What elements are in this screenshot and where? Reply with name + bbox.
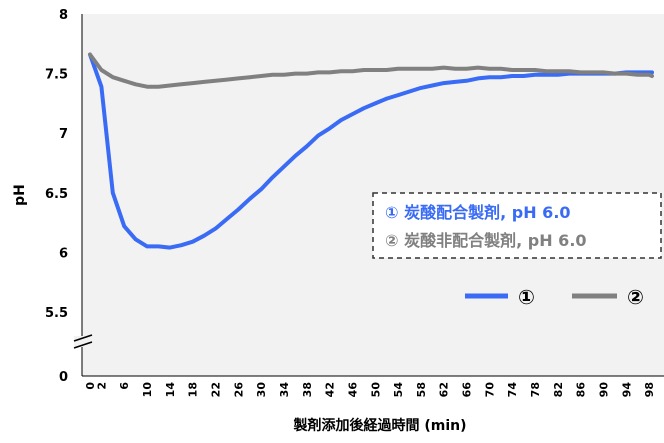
x-tick-label: 0 [84,382,97,390]
x-tick-label: 74 [506,382,519,398]
legend-label-1: ① [518,285,535,309]
annotation-box: ① 炭酸配合製剤, pH 6.0 ② 炭酸非配合製剤, pH 6.0 [372,192,662,259]
x-tick-label: 82 [552,382,565,397]
x-tick-label: 94 [620,382,633,398]
x-tick-label: 46 [346,382,359,398]
x-tick-label: 2 [95,382,108,390]
y-axis-title: pH [12,184,28,206]
x-tick-label: 50 [369,382,382,398]
annotation-line-2: ② 炭酸非配合製剤, pH 6.0 [385,231,587,250]
x-tick-label: 42 [324,382,337,397]
x-tick-label: 54 [392,382,405,398]
x-tick-label: 70 [483,382,496,398]
legend-label-2: ② [627,285,644,309]
y-tick-label: 8 [59,8,68,23]
y-tick-label: 7 [59,127,68,142]
legend: ① ② [465,285,644,309]
x-tick-label: 66 [461,382,474,398]
annotation-line-1: ① 炭酸配合製剤, pH 6.0 [385,203,571,222]
x-axis-ticks: 02 6 10 14 18 22 26 30 34 38 42 46 50 54 58 62 66 70 74 78 8… [84,382,656,398]
y-tick-label: 7.5 [45,68,68,83]
x-tick-label: 86 [575,382,588,398]
x-tick-label: 14 [164,382,177,398]
y-axis-ticks: 0 5.5 6 6.5 7 7.5 8 [45,8,68,385]
x-tick-label: 18 [187,382,200,397]
series-layer [88,52,654,250]
y-tick-label: 0 [59,370,68,385]
x-tick-label: 98 [643,382,656,397]
axis-break-icon [73,334,93,349]
x-tick-label: 78 [529,382,542,397]
y-tick-label: 6.5 [45,187,68,202]
series-line-2 [88,52,654,89]
x-tick-label: 10 [141,382,154,398]
series-line-1 [88,52,654,250]
x-tick-label: 6 [118,382,131,390]
x-tick-label: 58 [415,382,428,397]
x-axis-title: 製剤添加後経過時間 (min) [292,417,466,434]
x-tick-label: 38 [301,382,314,397]
y-tick-label: 6 [59,246,68,261]
x-tick-label: 34 [278,382,291,398]
x-tick-label: 26 [232,382,245,398]
x-tick-label: 90 [598,382,611,398]
y-tick-label: 5.5 [45,306,68,321]
x-tick-label: 30 [255,382,268,398]
x-tick-label: 22 [210,382,223,397]
x-tick-label: 62 [438,382,451,397]
